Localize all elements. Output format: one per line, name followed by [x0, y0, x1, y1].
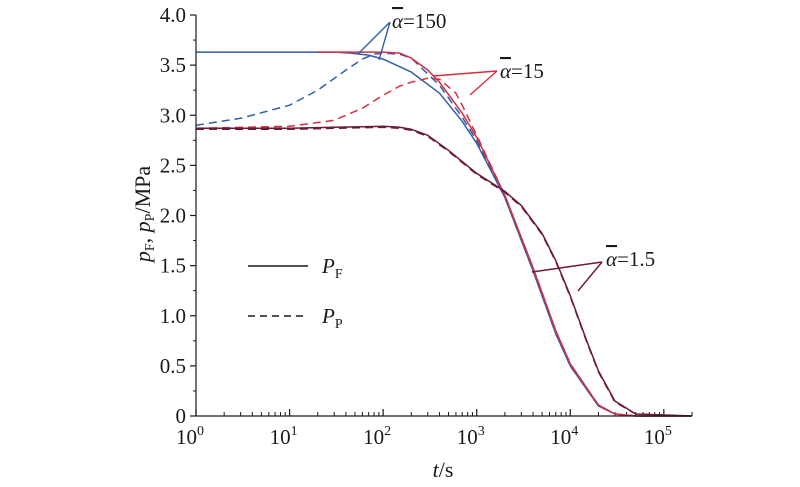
- axes: [195, 15, 692, 417]
- annotation-150-leader-1: [378, 21, 391, 61]
- series-line-2: [317, 51, 692, 417]
- legend-label-pp: PP: [321, 304, 343, 332]
- x-axis-title: t/s: [433, 457, 454, 482]
- x-tick-label: 102: [363, 424, 391, 449]
- x-axis-title-var: t: [433, 457, 440, 482]
- y-axis-title: pF, pP/MPa: [130, 166, 158, 265]
- annotation-150-label: α=150: [392, 9, 446, 33]
- x-tick-labels: 100 101 102 103 104 105: [176, 424, 672, 449]
- y-tick-label: 0.5: [160, 354, 186, 378]
- annotation-150-leader-2: [357, 21, 391, 55]
- y-tick-label: 1.0: [160, 304, 186, 328]
- x-axis-title-unit: /s: [439, 457, 454, 482]
- x-tick-label: 105: [644, 424, 672, 449]
- annotation-1.5-label: α=1.5: [606, 247, 655, 271]
- series-lines: [195, 51, 693, 417]
- annotation-alpha-15: α=15: [432, 59, 544, 96]
- annotation-15-label: α=15: [500, 59, 544, 83]
- annotation-alpha-1.5: α=1.5: [531, 247, 655, 292]
- series-line-5: [196, 126, 693, 417]
- annotation-15-leader-2: [469, 70, 498, 96]
- y-tick-label: 2.0: [160, 204, 186, 228]
- y-axis-title-sep: ,: [130, 232, 155, 243]
- annotation-1.5-leader-1: [531, 261, 603, 273]
- y-tick-label: 3.0: [160, 103, 186, 127]
- x-tick-label: 100: [176, 424, 204, 449]
- annotation-1.5-leader-2: [577, 261, 603, 292]
- y-axis-title-p2: p: [130, 221, 155, 234]
- y-axis-title-p1: p: [130, 251, 155, 264]
- y-tick-label: 0: [176, 404, 187, 428]
- x-tick-label: 103: [457, 424, 485, 449]
- y-axis-title-sub2: P: [143, 213, 158, 221]
- series-line-4: [196, 125, 693, 417]
- series-line-1: [195, 52, 692, 417]
- legend-label-pf: PF: [321, 254, 343, 282]
- y-tick-label: 3.5: [160, 53, 186, 77]
- legend: PF PP: [248, 254, 343, 332]
- annotation-alpha-150: α=150: [357, 9, 446, 61]
- y-tick-label: 4.0: [160, 3, 186, 27]
- y-tick-label: 1.5: [160, 254, 186, 278]
- series-line-0: [196, 51, 692, 417]
- y-axis-title-unit: /MPa: [130, 166, 155, 214]
- svg-text:t/s: t/s: [433, 457, 454, 482]
- y-axis-title-sub1: F: [143, 243, 158, 251]
- y-tick-label: 2.5: [160, 153, 186, 177]
- x-tick-label: 101: [270, 424, 298, 449]
- svg-text:pF, pP/MPa: pF, pP/MPa: [130, 166, 158, 265]
- series-line-3: [195, 77, 692, 417]
- x-tick-label: 104: [550, 424, 578, 449]
- annotation-15-leader-1: [432, 70, 498, 77]
- y-tick-labels: 0 0.5 1.0 1.5 2.0 2.5 3.0 3.5 4.0: [160, 3, 186, 428]
